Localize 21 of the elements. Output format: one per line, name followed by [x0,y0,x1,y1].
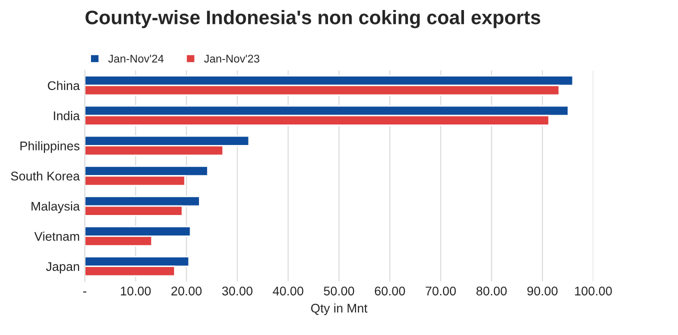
x-tick-label: 100.00 [575,286,612,296]
y-tick-label: India [54,111,80,120]
x-tick-label: 50.00 [324,286,354,296]
y-tick-label: Malaysia [32,201,80,214]
y-tick-label: South Korea [10,171,80,181]
x-tick-label: 20.00 [171,286,202,296]
y-tick-label: Vietnam [34,232,80,241]
x-axis-title: Qty in Mnt [311,303,368,316]
legend-label: Jan-Nov'23 [204,54,260,63]
x-tick-label: 10.00 [120,286,151,296]
x-tick-label: 70.00 [426,286,456,296]
x-tick-label: 40.00 [272,286,304,296]
x-tick-label: 90.00 [527,286,558,296]
x-tick-label: 80.00 [476,286,507,296]
legend-label: Jan-Nov'24 [108,54,164,63]
y-tick-label: China [48,80,80,90]
y-tick-label: Japan [46,262,80,274]
y-tick-label: Philippines [20,141,80,153]
x-tick-label: 30.00 [222,286,252,296]
x-tick-label: 60.00 [374,286,406,296]
chart-title: County-wise Indonesia's non coking coal exports [86,10,540,28]
